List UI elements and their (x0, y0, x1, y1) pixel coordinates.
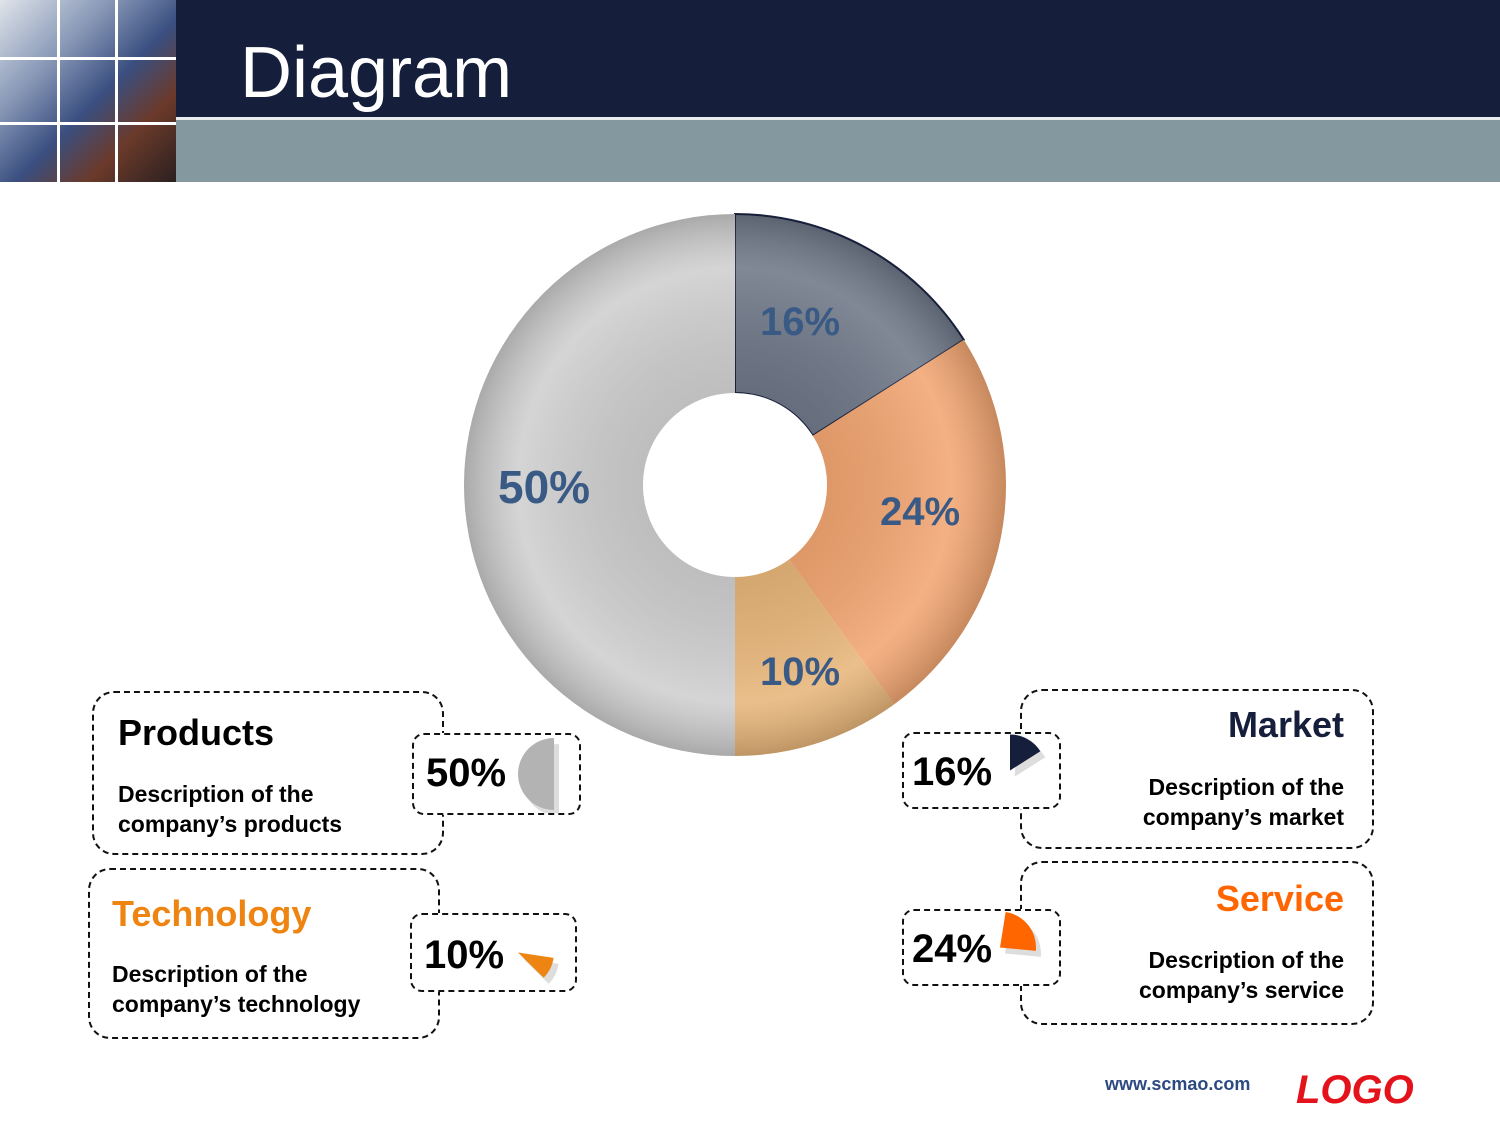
market-pct-box: 16% (902, 732, 1061, 809)
donut-hole (643, 393, 827, 577)
market-description: Description of the company’s market (1143, 772, 1344, 832)
market-pie-icon (1010, 734, 1046, 777)
header-photo (0, 0, 176, 182)
desc-line: Description of the (112, 961, 308, 987)
desc-line: company’s products (118, 811, 343, 837)
desc-line: Description of the (1148, 947, 1344, 973)
service-pie-icon (1000, 911, 1041, 957)
data-label-service: 24% (880, 490, 961, 534)
desc-line: company’s technology (112, 991, 361, 1017)
products-pct: 50% (426, 751, 507, 795)
market-pct: 16% (912, 750, 993, 794)
products-description: Description of the company’s products (118, 779, 342, 839)
website-link[interactable]: www.scmao.com (1105, 1074, 1251, 1094)
service-title: Service (1215, 878, 1344, 919)
logo: LOGO (1296, 1068, 1414, 1112)
market-title: Market (1227, 704, 1344, 745)
technology-title: Technology (112, 893, 312, 934)
technology-description: Description of the company’s technology (112, 959, 360, 1019)
title-bar (176, 0, 1500, 117)
divider (176, 117, 1500, 120)
pie-icon-sector (1000, 911, 1036, 951)
page-title: Diagram (240, 33, 513, 113)
technology-pct-box: 10% (410, 913, 577, 992)
data-label-products: 50% (498, 461, 591, 513)
data-label-technology: 10% (760, 650, 841, 694)
products-pie-icon (518, 738, 559, 813)
service-description: Description of the company’s service (1139, 945, 1344, 1005)
data-label-market: 16% (760, 300, 841, 344)
technology-pct: 10% (424, 933, 505, 977)
desc-line: company’s market (1142, 804, 1344, 830)
desc-line: company’s service (1139, 977, 1344, 1003)
pie-icon-sector (1010, 734, 1041, 771)
products-title: Products (118, 712, 275, 753)
technology-pie-icon (518, 952, 559, 984)
pie-icon-sector (518, 738, 554, 810)
service-pct-box: 24% (902, 909, 1061, 986)
subtitle-band (176, 120, 1500, 182)
pie-icon-sector (518, 952, 554, 978)
service-pct: 24% (912, 927, 993, 971)
desc-line: Description of the (1148, 774, 1344, 800)
products-pct-box: 50% (412, 733, 581, 815)
desc-line: Description of the (118, 781, 314, 807)
